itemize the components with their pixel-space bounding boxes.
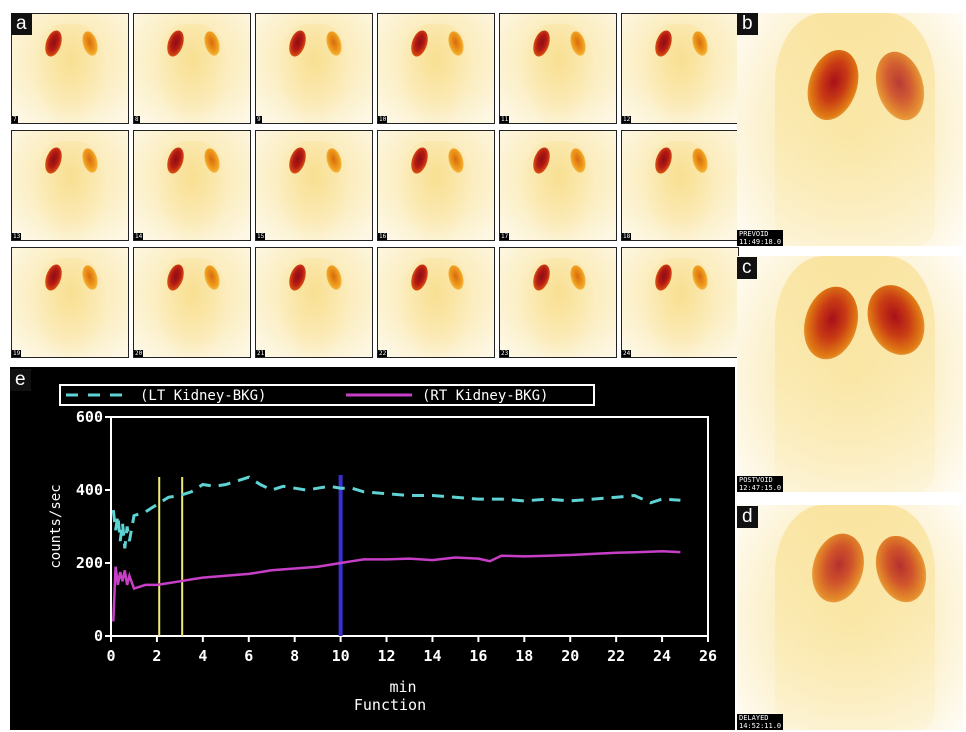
x-tick-label: 14 — [423, 647, 441, 665]
renogram-chart: (LT Kidney-BKG) (RT Kidney-BKG) 0 200 400 6… — [10, 367, 735, 730]
scan-frame: 11 — [499, 13, 617, 124]
x-axis-label: min — [389, 678, 416, 696]
x-tick-label: 8 — [290, 647, 299, 665]
image-timestamp: POSTVOID 12:47:15.0 — [737, 476, 784, 492]
scan-frame: 15 — [255, 130, 373, 241]
frame-number: 19 — [12, 350, 22, 357]
frame-number: 7 — [12, 116, 18, 123]
scan-frame: 22 — [377, 247, 495, 358]
x-tick-label: 12 — [378, 647, 396, 665]
x-tick-label: 2 — [152, 647, 161, 665]
x-tick-label: 22 — [607, 647, 625, 665]
scan-frame: 18 — [621, 130, 739, 241]
delayed-image: DELAYED 14:52:11.0 — [737, 505, 963, 730]
x-tick-label: 26 — [699, 647, 717, 665]
scan-frame: 20 — [133, 247, 251, 358]
x-tick-label: 20 — [561, 647, 579, 665]
plot-area — [110, 416, 709, 637]
x-tick-label: 18 — [515, 647, 533, 665]
frame-number: 21 — [256, 350, 266, 357]
frame-number: 13 — [12, 233, 22, 240]
x-axis: 0 2 4 6 8 10 12 14 16 18 20 22 24 26 — [106, 636, 717, 665]
y-tick-label: 600 — [76, 408, 103, 426]
frame-number: 22 — [378, 350, 388, 357]
frame-number: 20 — [134, 350, 144, 357]
renogram-chart-svg: (LT Kidney-BKG) (RT Kidney-BKG) 02004006… — [48, 384, 717, 714]
scan-frame: 23 — [499, 247, 617, 358]
frame-number: 24 — [622, 350, 632, 357]
legend-lt-label: (LT Kidney-BKG) — [140, 388, 266, 404]
frame-number: 15 — [256, 233, 266, 240]
series-rt-kidney-line — [112, 550, 681, 622]
panel-label-d: d — [737, 506, 758, 528]
legend-box — [59, 384, 595, 406]
y-tick-label: 200 — [76, 554, 103, 572]
frame-number: 23 — [500, 350, 510, 357]
vertical-markers — [158, 475, 343, 636]
y-tick-label: 0 — [94, 627, 103, 645]
frame-number: 14 — [134, 233, 144, 240]
x-tick-label: 16 — [469, 647, 487, 665]
panel-label-e: e — [10, 369, 31, 391]
scan-frame: 13 — [11, 130, 129, 241]
x-tick-label: 10 — [332, 647, 350, 665]
chart-title: Function — [354, 696, 426, 714]
scan-frame: 9 — [255, 13, 373, 124]
x-tick-label: 0 — [106, 647, 115, 665]
scan-frame: 14 — [133, 130, 251, 241]
scan-frame: 19 — [11, 247, 129, 358]
frame-number: 8 — [134, 116, 140, 123]
series-lt-kidney-line — [111, 475, 681, 549]
panel-label-a: a — [11, 13, 32, 35]
frame-number: 18 — [622, 233, 632, 240]
scan-frame: 16 — [377, 130, 495, 241]
y-axis-label: counts/sec — [48, 484, 64, 568]
scan-frame: 21 — [255, 247, 373, 358]
frame-number: 12 — [622, 116, 632, 123]
scan-frame: 12 — [621, 13, 739, 124]
legend-rt-label: (RT Kidney-BKG) — [422, 388, 548, 404]
x-tick-label: 4 — [198, 647, 207, 665]
frame-number: 16 — [378, 233, 388, 240]
scan-frame: 8 — [133, 13, 251, 124]
image-timestamp: DELAYED 14:52:11.0 — [737, 714, 784, 730]
frame-number: 11 — [500, 116, 510, 123]
scan-frame: 24 — [621, 247, 739, 358]
scan-frame: 10 — [377, 13, 495, 124]
frame-number: 10 — [378, 116, 388, 123]
x-tick-label: 6 — [244, 647, 253, 665]
prevoid-image: PREVOID 11:49:18.0 — [737, 13, 963, 246]
scan-frame: 7 — [11, 13, 129, 124]
image-timestamp: PREVOID 11:49:18.0 — [737, 230, 784, 246]
scan-frame: 17 — [499, 130, 617, 241]
y-axis: 0 200 400 600 — [76, 408, 111, 645]
x-tick-label: 24 — [653, 647, 671, 665]
panel-label-b: b — [737, 13, 758, 35]
y-tick-label: 400 — [76, 481, 103, 499]
panel-label-c: c — [737, 257, 757, 279]
frame-number: 9 — [256, 116, 262, 123]
postvoid-image: POSTVOID 12:47:15.0 — [737, 256, 963, 492]
frame-number: 17 — [500, 233, 510, 240]
